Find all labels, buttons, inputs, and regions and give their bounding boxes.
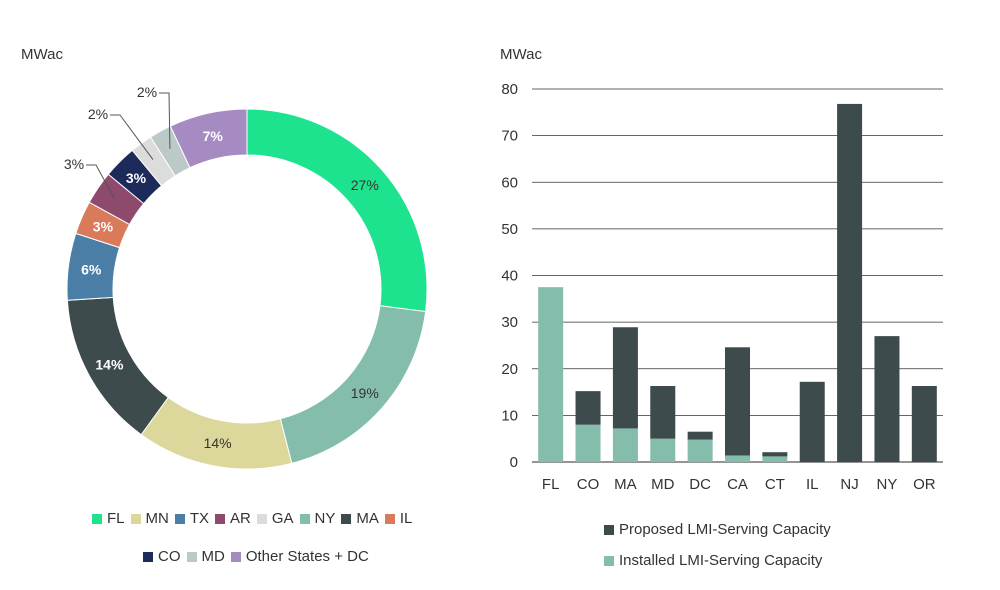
y-tick-label: 60: [501, 174, 518, 191]
donut-label-ga: 2%: [88, 106, 108, 122]
x-tick-label-co: CO: [577, 476, 600, 493]
legend-label: MA: [356, 510, 379, 527]
bar-ct-proposed: [762, 452, 788, 457]
donut-legend-row-2: CO MD Other States + DC: [143, 548, 375, 566]
y-tick-label: 50: [501, 221, 518, 238]
legend-swatch: [143, 551, 153, 562]
bar-fl-installed: [538, 287, 564, 462]
legend-swatch: [604, 524, 614, 535]
donut-legend-item-md: MD: [186, 548, 225, 565]
bar-co-proposed: [575, 391, 601, 425]
legend-label: MD: [201, 548, 225, 565]
donut-legend-item-tx: TX: [174, 510, 210, 527]
donut-legend-item-ga: GA: [256, 510, 294, 527]
legend-swatch: [299, 513, 310, 524]
x-tick-label-ca: CA: [727, 476, 748, 493]
legend-swatch: [604, 555, 614, 566]
legend-label: NY: [314, 510, 336, 527]
donut-label-ar: 3%: [64, 156, 84, 172]
x-tick-label-md: MD: [651, 476, 674, 493]
legend-label: TX: [189, 510, 210, 527]
bar-ca-proposed: [725, 347, 750, 456]
x-tick-label-ny: NY: [877, 476, 898, 493]
y-tick-label: 0: [510, 454, 518, 471]
bar-md-installed: [650, 438, 676, 462]
donut-callout-line-ga: [110, 114, 154, 160]
legend-label: Proposed LMI-Serving Capacity: [619, 521, 831, 538]
y-tick-label: 20: [501, 361, 518, 378]
donut-label-co: 3%: [126, 170, 147, 186]
bar-legend-item-proposed-lmi-serving-capacity: Proposed LMI-Serving Capacity: [604, 521, 831, 538]
x-tick-label-nj: NJ: [840, 476, 858, 493]
x-tick-label-ma: MA: [614, 476, 637, 493]
donut-legend-item-other-states-dc: Other States + DC: [230, 548, 369, 565]
donut-legend-item-fl: FL: [92, 510, 125, 527]
donut-callout-line-ar: [86, 164, 116, 200]
bar-dc-proposed: [687, 431, 713, 440]
bar-or-proposed: [911, 386, 937, 462]
x-tick-label-ct: CT: [765, 476, 785, 493]
x-tick-label-or: OR: [913, 476, 936, 493]
y-tick-label: 30: [501, 314, 518, 331]
legend-swatch: [92, 513, 102, 524]
legend-label: GA: [271, 510, 294, 527]
legend-swatch: [256, 513, 267, 524]
donut-legend-item-ny: NY: [299, 510, 336, 527]
donut-slice-other-states-dc: [169, 108, 248, 169]
bar-co-installed: [575, 424, 601, 462]
donut-label-ma: 14%: [95, 357, 124, 373]
bar-ma-installed: [612, 428, 638, 462]
legend-swatch: [130, 513, 141, 524]
donut-label-other-states-dc: 7%: [203, 128, 224, 144]
donut-legend-item-co: CO: [143, 548, 181, 565]
y-tick-label: 10: [501, 407, 518, 424]
legend-swatch: [384, 513, 395, 524]
legend-label: FL: [107, 510, 125, 527]
bar-legend: Proposed LMI-Serving Capacity Installed L…: [604, 521, 837, 583]
donut-label-mn: 14%: [204, 435, 232, 451]
legend-label: MN: [145, 510, 169, 527]
bar-nj-proposed: [837, 103, 863, 463]
x-tick-label-dc: DC: [689, 476, 711, 493]
legend-label: AR: [230, 510, 251, 527]
bar-legend-item-installed-lmi-serving-capacity: Installed LMI-Serving Capacity: [604, 552, 831, 569]
legend-swatch: [341, 513, 352, 524]
bar-ct-installed: [762, 456, 788, 462]
bar-md-proposed: [650, 386, 676, 439]
donut-legend-row-1: FL MN TX AR GA NY MA IL: [92, 510, 418, 528]
donut-label-tx: 6%: [81, 261, 102, 277]
legend-label: Other States + DC: [245, 548, 369, 565]
legend-swatch: [186, 551, 197, 562]
bar-unit-label: MWac: [500, 46, 542, 63]
bar-dc-installed: [687, 439, 713, 462]
legend-swatch: [215, 513, 226, 524]
legend-label: IL: [399, 510, 413, 527]
donut-legend-item-ar: AR: [215, 510, 251, 527]
legend-label: Installed LMI-Serving Capacity: [619, 552, 823, 569]
bar-ny-proposed: [874, 336, 900, 462]
donut-legend-item-il: IL: [384, 510, 413, 527]
y-tick-label: 70: [501, 128, 518, 145]
legend-swatch: [230, 551, 241, 562]
bar-ca-installed: [725, 455, 750, 462]
x-tick-label-il: IL: [806, 476, 819, 493]
legend-label: CO: [158, 548, 181, 565]
donut-callout-line-md: [159, 92, 171, 149]
donut-label-md: 2%: [137, 84, 157, 100]
donut-label-ny: 19%: [351, 385, 379, 401]
y-tick-label: 80: [501, 81, 518, 98]
legend-swatch: [174, 513, 185, 524]
donut-legend-item-mn: MN: [130, 510, 169, 527]
donut-legend-item-ma: MA: [341, 510, 379, 527]
donut-unit-label: MWac: [21, 46, 63, 63]
x-tick-label-fl: FL: [542, 476, 560, 493]
bar-ma-proposed: [612, 327, 638, 429]
donut-label-fl: 27%: [351, 177, 379, 193]
donut-label-il: 3%: [93, 219, 114, 235]
bar-il-proposed: [799, 381, 825, 462]
y-tick-label: 40: [501, 268, 518, 285]
